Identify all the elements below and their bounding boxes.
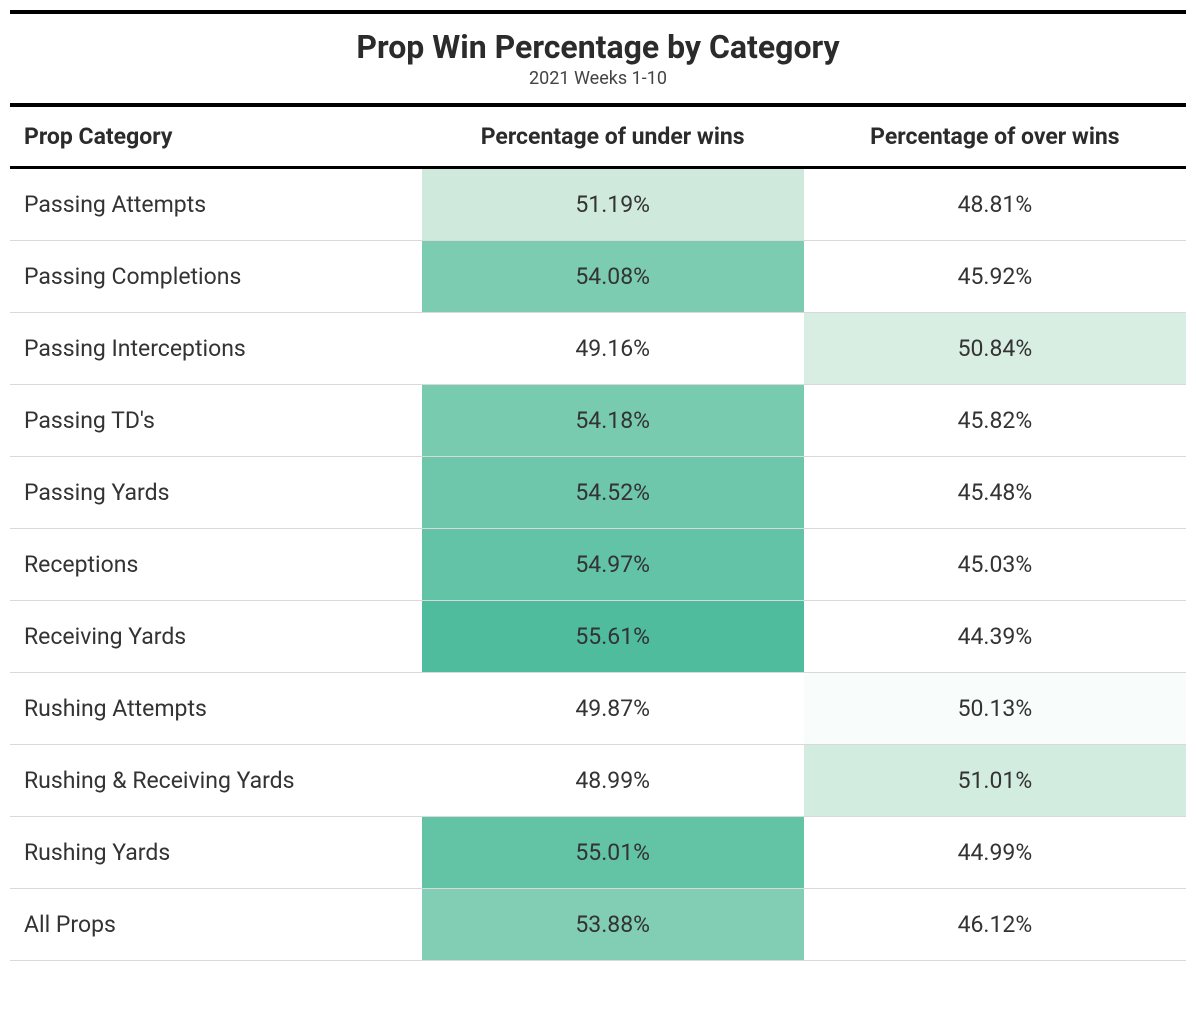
cell-over: 45.03%: [804, 529, 1186, 601]
table-row: Passing Interceptions49.16%50.84%: [10, 313, 1186, 385]
cell-category: Passing Yards: [10, 457, 422, 529]
cell-category: All Props: [10, 889, 422, 961]
cell-category: Rushing Attempts: [10, 673, 422, 745]
cell-under: 54.52%: [422, 457, 804, 529]
table-row: Rushing & Receiving Yards48.99%51.01%: [10, 745, 1186, 817]
cell-under: 55.61%: [422, 601, 804, 673]
cell-over: 44.99%: [804, 817, 1186, 889]
cell-over: 46.12%: [804, 889, 1186, 961]
table-row: Receptions54.97%45.03%: [10, 529, 1186, 601]
header-row: Prop Category Percentage of under wins P…: [10, 107, 1186, 168]
cell-over: 48.81%: [804, 168, 1186, 241]
cell-category: Passing Attempts: [10, 168, 422, 241]
table-row: Receiving Yards55.61%44.39%: [10, 601, 1186, 673]
cell-category: Receptions: [10, 529, 422, 601]
cell-category: Rushing Yards: [10, 817, 422, 889]
header-category: Prop Category: [10, 107, 422, 168]
cell-under: 49.87%: [422, 673, 804, 745]
cell-under: 54.18%: [422, 385, 804, 457]
cell-under: 54.97%: [422, 529, 804, 601]
table-row: Passing TD's54.18%45.82%: [10, 385, 1186, 457]
table-body: Passing Attempts51.19%48.81%Passing Comp…: [10, 168, 1186, 961]
cell-over: 44.39%: [804, 601, 1186, 673]
cell-under: 48.99%: [422, 745, 804, 817]
cell-under: 53.88%: [422, 889, 804, 961]
table-row: Rushing Attempts49.87%50.13%: [10, 673, 1186, 745]
cell-category: Receiving Yards: [10, 601, 422, 673]
cell-category: Passing TD's: [10, 385, 422, 457]
cell-over: 45.48%: [804, 457, 1186, 529]
cell-over: 50.13%: [804, 673, 1186, 745]
table-row: All Props53.88%46.12%: [10, 889, 1186, 961]
page-subtitle: 2021 Weeks 1-10: [10, 68, 1186, 103]
header-under: Percentage of under wins: [422, 107, 804, 168]
prop-table-container: Prop Win Percentage by Category 2021 Wee…: [10, 10, 1186, 961]
cell-under: 49.16%: [422, 313, 804, 385]
cell-over: 51.01%: [804, 745, 1186, 817]
header-over: Percentage of over wins: [804, 107, 1186, 168]
cell-under: 54.08%: [422, 241, 804, 313]
cell-category: Rushing & Receiving Yards: [10, 745, 422, 817]
cell-category: Passing Completions: [10, 241, 422, 313]
table-row: Rushing Yards55.01%44.99%: [10, 817, 1186, 889]
cell-over: 45.92%: [804, 241, 1186, 313]
cell-category: Passing Interceptions: [10, 313, 422, 385]
table-row: Passing Attempts51.19%48.81%: [10, 168, 1186, 241]
cell-under: 55.01%: [422, 817, 804, 889]
cell-over: 45.82%: [804, 385, 1186, 457]
table-row: Passing Completions54.08%45.92%: [10, 241, 1186, 313]
cell-over: 50.84%: [804, 313, 1186, 385]
table-row: Passing Yards54.52%45.48%: [10, 457, 1186, 529]
page-title: Prop Win Percentage by Category: [10, 14, 1186, 68]
prop-table: Prop Category Percentage of under wins P…: [10, 107, 1186, 961]
cell-under: 51.19%: [422, 168, 804, 241]
